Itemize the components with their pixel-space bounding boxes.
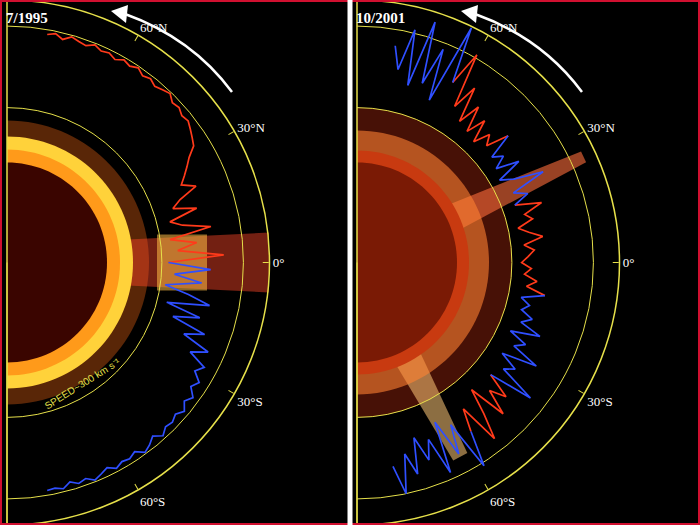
svg-text:60°S: 60°S (140, 494, 165, 509)
svg-text:10/2001: 10/2001 (356, 10, 405, 26)
svg-text:30°S: 30°S (587, 394, 612, 409)
svg-text:7/1995: 7/1995 (6, 10, 48, 26)
svg-text:SPEED~300 km s⁻¹: SPEED~300 km s⁻¹ (43, 356, 123, 412)
svg-text:30°N: 30°N (587, 120, 615, 135)
svg-text:60°N: 60°N (490, 20, 518, 35)
svg-text:0°: 0° (273, 255, 285, 270)
svg-text:30°S: 30°S (237, 394, 262, 409)
svg-text:30°N: 30°N (237, 120, 265, 135)
svg-text:60°S: 60°S (490, 494, 515, 509)
svg-text:0°: 0° (623, 255, 635, 270)
svg-text:60°N: 60°N (140, 20, 168, 35)
